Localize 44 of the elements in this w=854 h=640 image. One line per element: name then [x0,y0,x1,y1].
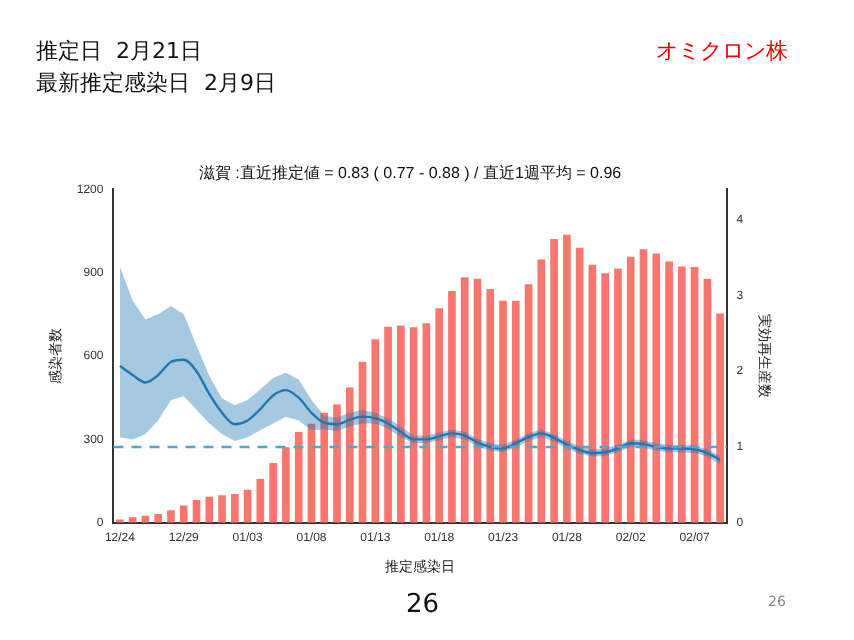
bar [333,404,341,523]
bar [218,495,226,523]
bar [690,267,699,523]
bar [524,284,533,523]
bar [435,308,443,523]
bar [588,264,597,523]
bar [154,513,163,523]
bar [537,259,546,523]
bar [550,238,558,523]
bar [563,234,571,523]
bar [205,496,214,523]
bar [294,431,303,523]
bar [282,447,290,523]
bar [639,249,648,523]
bar [230,493,239,523]
bar [448,290,456,523]
bar [397,325,405,523]
bar [460,277,469,523]
text: 26 [406,590,440,620]
bar [269,463,277,523]
bar [626,256,635,523]
bar [614,268,622,523]
bar [486,289,495,523]
text: 推定日 2月21日 [36,36,202,66]
bar [384,326,392,523]
chart-title: 滋賀 :直近推定値 = 0.83 ( 0.77 - 0.88 ) / 直近1週平均 = 0.96 [198,164,623,183]
line-series [118,358,722,462]
bar [716,313,724,523]
text: 最新推定感染日 2月9日 [36,68,276,98]
bar [511,300,520,523]
bar [678,266,686,523]
bar [601,273,610,523]
text: オミクロン株 [656,36,788,66]
bar [575,247,584,523]
bar [345,387,354,523]
bar [320,412,329,523]
bar [499,300,507,523]
bar [179,505,188,523]
bar [167,510,175,523]
bar [409,327,418,523]
bar [703,278,712,523]
bar [652,253,661,523]
bar [665,261,673,523]
bar [371,339,380,523]
